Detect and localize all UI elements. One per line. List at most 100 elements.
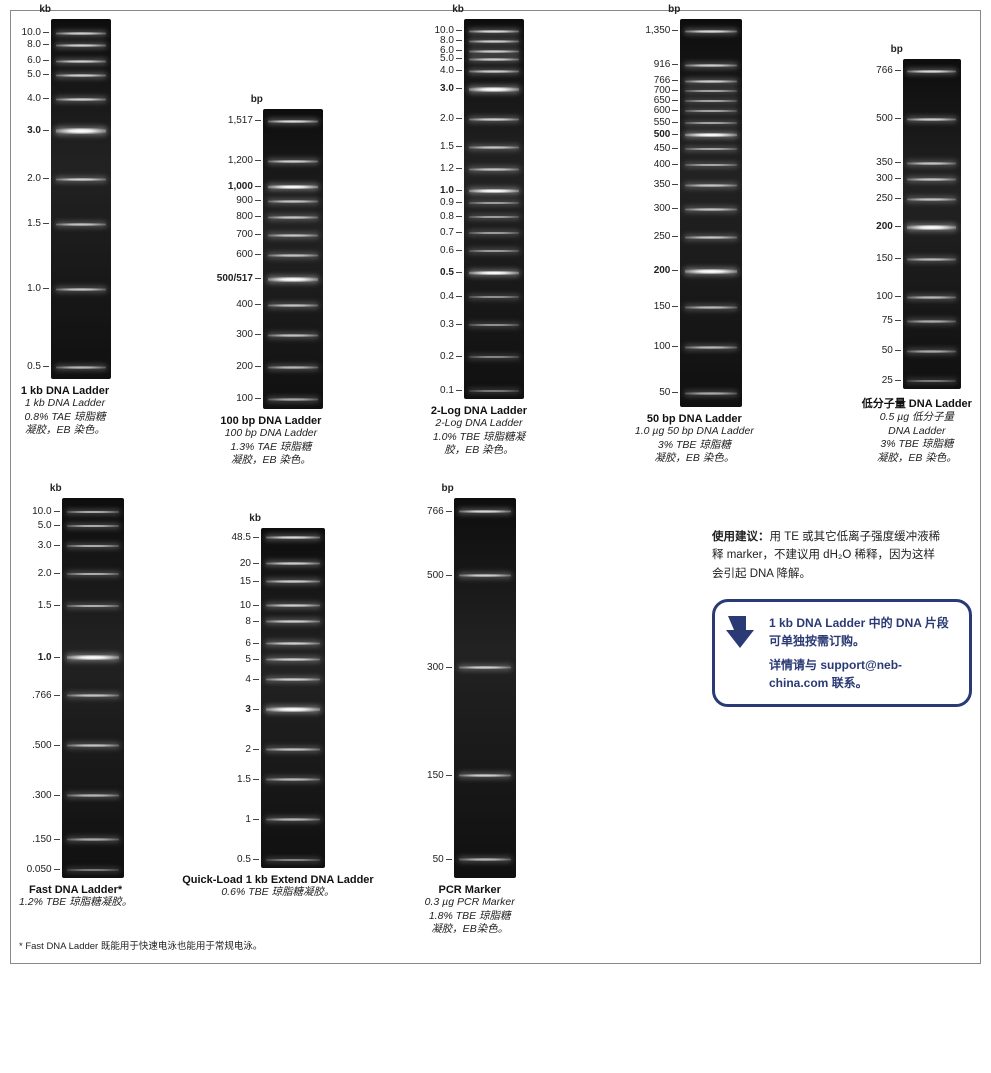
gel-lane-image xyxy=(903,59,961,389)
caption-sub: 0.5 µg 低分子量 xyxy=(862,411,972,425)
band-label: 0.050 xyxy=(27,865,62,875)
band-label: 150 xyxy=(876,254,903,264)
gel-band xyxy=(469,50,519,53)
gel-band xyxy=(685,306,737,309)
band-label: .150 xyxy=(32,835,61,845)
gel-band xyxy=(266,580,320,583)
gel-band xyxy=(469,250,519,252)
gel-band xyxy=(685,164,737,166)
band-label: 150 xyxy=(427,771,454,781)
gel-band xyxy=(907,198,956,201)
band-label: 1.0 xyxy=(38,653,62,663)
gel-band xyxy=(67,838,119,841)
band-label: 100 xyxy=(654,342,681,352)
gel-band xyxy=(56,32,106,35)
band-label: 3 xyxy=(245,705,261,715)
unit-label: kb xyxy=(39,5,51,15)
band-label: 400 xyxy=(654,160,681,170)
band-label: 25 xyxy=(882,376,903,386)
band-label: 0.2 xyxy=(440,352,464,362)
caption-sub: 凝胶，EB 染色。 xyxy=(220,454,321,468)
lane-fast: kb10.05.03.02.01.51.0.766.500.300.1500.0… xyxy=(19,498,132,910)
band-label: 1,000 xyxy=(228,182,263,192)
caption-sub: 100 bp DNA Ladder xyxy=(220,427,321,441)
band-label: 5.0 xyxy=(27,70,51,80)
gel-band xyxy=(459,858,511,861)
band-label: 1,350 xyxy=(645,26,680,36)
band-label: 1.0 xyxy=(440,186,464,196)
gel-band xyxy=(469,356,519,358)
gel-band xyxy=(266,536,320,539)
caption-title: Quick-Load 1 kb Extend DNA Ladder xyxy=(182,874,374,886)
caption-title: 1 kb DNA Ladder xyxy=(21,385,109,397)
band-labels: bp76650030015050 xyxy=(424,498,454,878)
gel-band xyxy=(268,200,318,203)
band-label: 75 xyxy=(882,316,903,326)
band-label: 3.0 xyxy=(38,541,62,551)
band-label: 1.5 xyxy=(27,219,51,229)
caption-sub: 1.0% TBE 琼脂糖凝 xyxy=(431,431,527,445)
gel-row-2: kb10.05.03.02.01.51.0.766.500.300.1500.0… xyxy=(19,498,972,937)
band-label: .766 xyxy=(32,691,61,701)
gel-band xyxy=(266,562,320,565)
band-label: 500 xyxy=(654,130,681,140)
gel-band xyxy=(685,392,737,395)
gel-band xyxy=(459,510,511,513)
gel-band xyxy=(685,236,737,239)
band-label: 0.8 xyxy=(440,212,464,222)
band-label: 1.5 xyxy=(237,775,261,785)
caption-sub: 凝胶，EB染色。 xyxy=(425,923,515,937)
band-label: 200 xyxy=(876,222,903,232)
band-label: 300 xyxy=(654,204,681,214)
band-label: 800 xyxy=(236,212,263,222)
gel-band xyxy=(907,118,956,121)
caption-title: PCR Marker xyxy=(425,884,515,896)
lane-caption: 50 bp DNA Ladder1.0 µg 50 bp DNA Ladder3… xyxy=(635,413,754,466)
lane-caption: 1 kb DNA Ladder1 kb DNA Ladder0.8% TAE 琼… xyxy=(21,385,109,438)
gel-band xyxy=(685,30,737,33)
gel-band xyxy=(469,58,519,61)
band-label: 2.0 xyxy=(27,174,51,184)
band-label: 0.6 xyxy=(440,246,464,256)
gel-wrap: bp76650030015050 xyxy=(424,498,516,878)
gel-band xyxy=(907,350,956,353)
gel-band xyxy=(266,678,320,681)
gel-band xyxy=(469,118,519,121)
band-label: 900 xyxy=(236,196,263,206)
gel-band xyxy=(268,216,318,219)
gel-wrap: kb10.08.06.05.04.03.02.01.51.21.00.90.80… xyxy=(434,19,524,399)
band-label: 10.0 xyxy=(22,28,51,38)
gel-lane-image xyxy=(263,109,323,409)
lane-caption: Fast DNA Ladder*1.2% TBE 琼脂糖凝胶。 xyxy=(19,884,132,910)
gel-band xyxy=(907,70,956,73)
band-label: 766 xyxy=(427,507,454,517)
lane-pcr: bp76650030015050PCR Marker0.3 µg PCR Mar… xyxy=(424,498,516,937)
gel-lane-image xyxy=(261,528,325,868)
band-label: 2.0 xyxy=(440,114,464,124)
gel-band xyxy=(266,748,320,751)
gel-band xyxy=(907,178,956,181)
gel-band xyxy=(56,74,106,77)
band-label: 250 xyxy=(876,194,903,204)
band-label: 100 xyxy=(236,394,263,404)
gel-band xyxy=(266,658,320,661)
unit-label: bp xyxy=(441,484,453,494)
gel-band xyxy=(268,185,318,189)
gel-band xyxy=(469,30,519,33)
gel-band xyxy=(907,162,956,165)
gel-band xyxy=(469,324,519,326)
band-label: 0.7 xyxy=(440,228,464,238)
gel-band xyxy=(56,178,106,181)
lane-1kb: kb10.08.06.05.04.03.02.01.51.00.51 kb DN… xyxy=(19,19,111,438)
band-labels: kb10.08.06.05.04.03.02.01.51.00.5 xyxy=(19,19,51,379)
caption-sub: 1 kb DNA Ladder xyxy=(21,397,109,411)
band-label: 50 xyxy=(882,346,903,356)
gel-band xyxy=(268,160,318,163)
gel-band xyxy=(469,390,519,392)
band-label: .500 xyxy=(32,741,61,751)
band-label: 350 xyxy=(876,158,903,168)
caption-sub: 0.3 µg PCR Marker xyxy=(425,896,515,910)
band-labels: kb10.08.06.05.04.03.02.01.51.21.00.90.80… xyxy=(434,19,464,399)
band-label: 500 xyxy=(427,571,454,581)
band-label: 10.0 xyxy=(32,507,61,517)
